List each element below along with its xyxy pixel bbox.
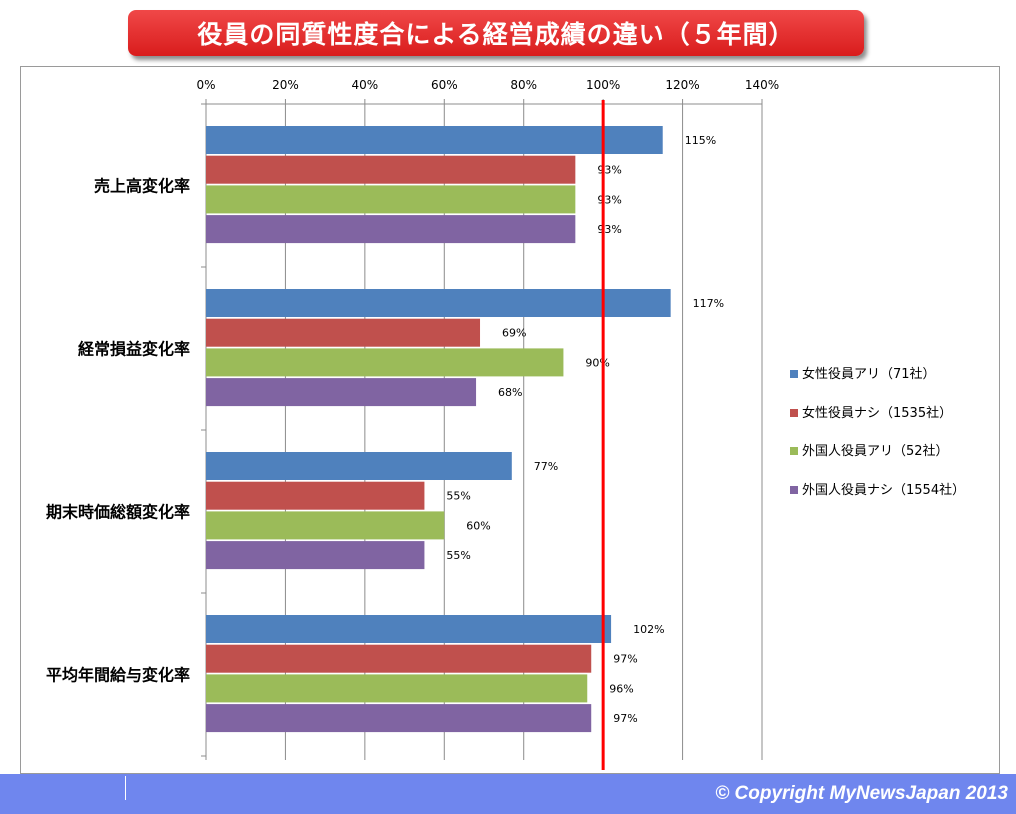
data-label: 55% (446, 549, 470, 562)
bar (206, 289, 671, 317)
category-label: 売上高変化率 (94, 176, 190, 195)
data-label: 93% (597, 223, 621, 236)
bar (206, 704, 592, 733)
data-label: 96% (609, 682, 633, 695)
x-tick-label: 0% (196, 78, 215, 92)
bar (206, 644, 592, 673)
bar (206, 215, 576, 244)
bar (206, 155, 576, 184)
bar (206, 481, 425, 510)
legend-swatch (790, 409, 798, 417)
data-label: 77% (534, 460, 558, 473)
bar (206, 541, 425, 570)
footer-bar: © Copyright MyNewsJapan 2013 (0, 774, 1016, 814)
data-label: 69% (502, 327, 526, 340)
legend-label: 外国人役員ナシ（1554社） (802, 482, 965, 498)
data-label: 93% (597, 164, 621, 177)
copyright-text: © Copyright MyNewsJapan 2013 (715, 783, 1008, 804)
x-tick-label: 80% (510, 78, 537, 92)
bar (206, 511, 445, 540)
x-tick-label: 20% (272, 78, 299, 92)
footer-divider (125, 776, 126, 800)
bar (206, 615, 612, 643)
bar (206, 126, 663, 154)
bar (206, 452, 512, 480)
data-label: 97% (613, 712, 637, 725)
x-tick-label: 120% (665, 78, 699, 92)
data-label: 117% (693, 297, 724, 310)
bar (206, 185, 576, 214)
data-label: 90% (585, 356, 609, 369)
data-label: 68% (498, 386, 522, 399)
bar (206, 318, 481, 347)
category-label: 平均年間給与変化率 (46, 665, 190, 684)
data-label: 97% (613, 653, 637, 666)
data-label: 55% (446, 490, 470, 503)
legend-swatch (790, 447, 798, 455)
data-label: 60% (466, 519, 490, 532)
bar (206, 674, 588, 703)
legend-label: 女性役員アリ（71社） (802, 366, 936, 382)
bar (206, 378, 477, 407)
category-label: 期末時価総額変化率 (46, 502, 190, 521)
x-tick-label: 60% (431, 78, 458, 92)
x-tick-label: 100% (586, 78, 620, 92)
x-tick-label: 140% (745, 78, 779, 92)
legend-swatch (790, 370, 798, 378)
category-label: 経常損益変化率 (78, 339, 190, 358)
chart-title: 役員の同質性度合による経営成績の違い（５年間） (128, 10, 864, 56)
data-label: 93% (597, 193, 621, 206)
data-label: 102% (633, 623, 664, 636)
legend-label: 女性役員ナシ（1535社） (802, 405, 952, 421)
bar (206, 348, 564, 377)
x-tick-label: 40% (352, 78, 379, 92)
data-label: 115% (685, 134, 716, 147)
legend-swatch (790, 486, 798, 494)
legend-label: 外国人役員アリ（52社） (802, 443, 949, 459)
